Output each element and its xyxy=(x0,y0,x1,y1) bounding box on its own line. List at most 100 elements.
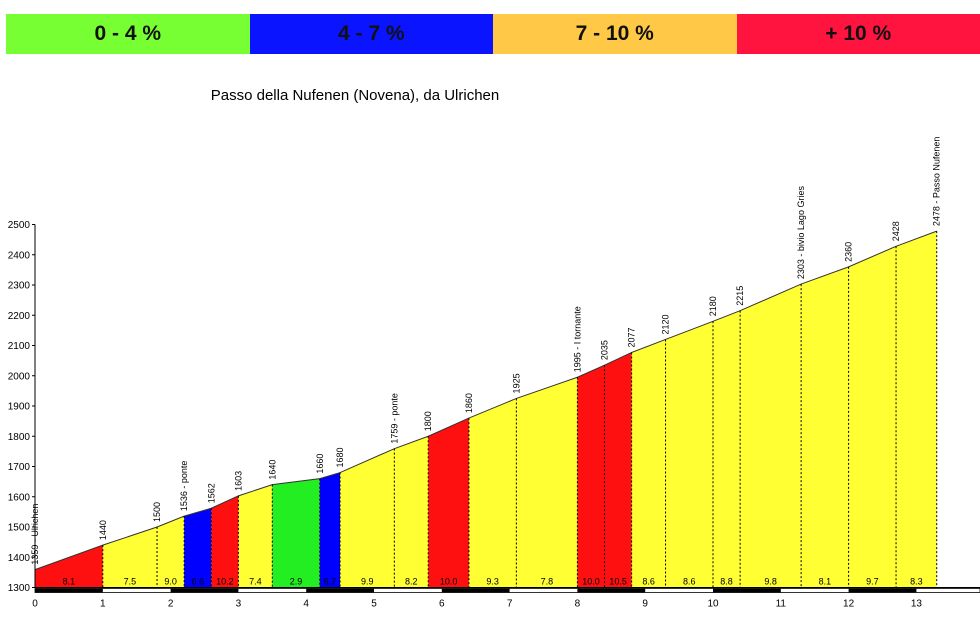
y-tick-label: 2100 xyxy=(8,341,31,352)
profile-segment xyxy=(631,339,666,588)
y-tick-label: 2000 xyxy=(8,371,31,382)
profile-segment xyxy=(340,448,395,588)
point-label: 1500 xyxy=(152,502,162,522)
y-tick-label: 2400 xyxy=(8,250,31,261)
y-tick-label: 1400 xyxy=(8,553,31,564)
grade-label: 7.5 xyxy=(124,577,137,587)
point-label: 1759 - ponte xyxy=(389,393,399,444)
x-tick-label: 6 xyxy=(439,599,445,610)
grade-label: 7.8 xyxy=(541,577,554,587)
grade-label: 10.0 xyxy=(440,577,458,587)
profile-segment xyxy=(577,365,605,588)
point-label: 1359 - Ulrichen xyxy=(30,504,40,565)
grade-label: 8.1 xyxy=(819,577,832,587)
y-tick-label: 1300 xyxy=(8,583,31,594)
km-bar-fill xyxy=(170,588,239,593)
grade-label: 8.1 xyxy=(63,577,76,587)
point-label: 2215 xyxy=(735,286,745,306)
grade-label: 9.8 xyxy=(764,577,777,587)
grade-label: 9.7 xyxy=(866,577,879,587)
x-tick-label: 8 xyxy=(575,599,581,610)
profile-segment xyxy=(394,436,429,588)
profile-segment xyxy=(184,508,212,588)
y-tick-label: 2300 xyxy=(8,281,31,292)
point-label: 1660 xyxy=(315,454,325,474)
point-label: 2360 xyxy=(844,242,854,262)
y-tick-label: 2200 xyxy=(8,311,31,322)
legend-label: 4 - 7 % xyxy=(337,22,405,45)
x-tick-label: 10 xyxy=(707,599,719,610)
chart-title: Passo della Nufenen (Novena), da Ulriche… xyxy=(211,87,500,104)
profile-segment xyxy=(211,495,239,588)
point-label: 1995 - I tornante xyxy=(572,306,582,372)
profile-segment xyxy=(468,398,517,588)
profile-segment xyxy=(238,484,273,588)
marker-lines xyxy=(102,231,938,588)
point-label: 2303 - bivio Lago Gries xyxy=(796,186,806,280)
point-label: 1800 xyxy=(423,411,433,431)
x-tick-label: 13 xyxy=(911,599,923,610)
point-label: 1860 xyxy=(464,393,474,413)
profile-segment xyxy=(157,516,185,588)
point-label: 2478 - Passo Nufenen xyxy=(932,137,942,227)
profile-segment xyxy=(35,545,103,588)
km-bar-fill xyxy=(848,588,917,593)
x-tick-label: 11 xyxy=(776,599,787,610)
legend-label: + 10 % xyxy=(825,22,892,45)
legend-item-7-10: 7 - 10 % xyxy=(493,14,737,54)
km-bar-fill xyxy=(577,588,646,593)
profile-segment xyxy=(801,266,849,588)
point-label: 1440 xyxy=(98,520,108,540)
grade-label: 7.4 xyxy=(249,577,262,587)
point-label: 1680 xyxy=(335,448,345,468)
grade-label: 6.7 xyxy=(324,577,337,587)
point-labels: 1359 - Ulrichen 1440 1500 1536 - ponte 1562 1… xyxy=(30,137,942,565)
grade-label: 8.8 xyxy=(720,577,733,587)
y-tick-label: 1900 xyxy=(8,402,31,413)
grade-label: 8.6 xyxy=(642,577,655,587)
point-label: 2035 xyxy=(600,340,610,360)
profile-segment xyxy=(319,472,341,588)
km-bar-fill xyxy=(441,588,510,593)
profile-segment xyxy=(848,246,897,588)
x-tick-label: 4 xyxy=(303,599,309,610)
x-tick-label: 0 xyxy=(32,599,38,610)
point-label: 1640 xyxy=(267,460,277,480)
km-bar-fill xyxy=(713,588,781,593)
point-label: 1603 xyxy=(233,471,243,491)
point-label: 2077 xyxy=(627,327,637,347)
profile-segment xyxy=(713,310,741,588)
x-tick-label: 12 xyxy=(843,599,855,610)
y-tick-label: 2500 xyxy=(8,220,31,231)
profile-fill xyxy=(34,230,937,588)
point-label: 1925 xyxy=(511,373,521,393)
grade-label: 9.0 xyxy=(164,577,177,587)
profile-segment xyxy=(740,284,802,588)
y-tick-label: 1700 xyxy=(8,462,31,473)
point-label: 2120 xyxy=(661,314,671,334)
axes: 1300 1400 1500 1600 1700 1800 1900 2000 2100 2200… xyxy=(8,220,980,610)
y-tick-label: 1500 xyxy=(8,523,31,534)
grade-label: 8.6 xyxy=(683,577,696,587)
profile-segment xyxy=(516,377,578,588)
x-tick-label: 9 xyxy=(642,599,648,610)
grade-label: 9.3 xyxy=(486,577,499,587)
point-label: 1562 xyxy=(206,483,216,503)
km-bar-fill xyxy=(306,588,374,593)
point-label: 1536 - ponte xyxy=(179,461,189,512)
point-label: 2428 xyxy=(891,221,901,241)
profile-segment xyxy=(604,352,632,588)
grade-label: 6.6 xyxy=(191,577,204,587)
legend-label: 0 - 4 % xyxy=(94,22,162,45)
legend-label: 7 - 10 % xyxy=(575,22,654,45)
profile-segment xyxy=(428,418,469,588)
grade-label: 2.9 xyxy=(290,577,303,587)
profile-segment xyxy=(102,527,158,588)
grade-labels: 8.1 7.5 9.0 6.6 10.2 7.4 2.9 6.7 9.9 8.2 10.0 9.3 7.… xyxy=(63,577,923,587)
x-tick-label: 7 xyxy=(507,599,513,610)
y-tick-label: 1600 xyxy=(8,492,31,503)
profile-segment xyxy=(896,231,937,588)
km-bar-fill xyxy=(35,588,103,593)
x-tick-label: 3 xyxy=(236,599,242,610)
